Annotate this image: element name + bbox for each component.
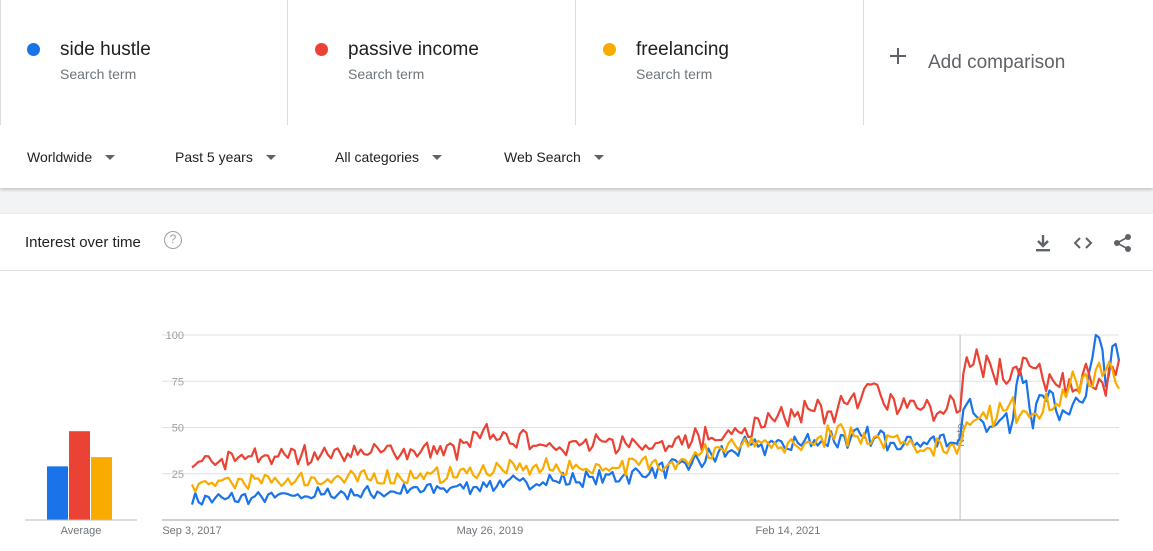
average-bar	[91, 457, 112, 520]
x-tick-label: Feb 14, 2021	[756, 525, 821, 537]
region-dropdown[interactable]: Worldwide	[27, 149, 116, 165]
series-line-passive-income	[191, 348, 1121, 471]
add-comparison-button[interactable]: Add comparison	[864, 0, 1153, 125]
help-icon[interactable]: ?	[164, 231, 182, 249]
y-tick-label: 25	[172, 469, 184, 481]
term-type: Search term	[636, 66, 713, 82]
term-name: side hustle	[60, 39, 151, 60]
embed-code-icon[interactable]	[1072, 232, 1094, 254]
term-card-passive-income[interactable]: passive income Search term	[288, 0, 576, 125]
term-type: Search term	[348, 66, 425, 82]
series-line-freelancing	[191, 360, 1120, 493]
category-label: All categories	[335, 149, 420, 165]
y-tick-label: 50	[172, 423, 184, 435]
add-comparison-label: Add comparison	[928, 52, 1066, 73]
caret-down-icon	[593, 154, 604, 160]
search-terms-bar: side hustle Search term passive income S…	[0, 0, 1153, 126]
series-dot-icon	[315, 43, 328, 56]
search-type-dropdown[interactable]: Web Search	[504, 149, 604, 165]
term-card-freelancing[interactable]: freelancing Search term	[576, 0, 864, 125]
search-type-label: Web Search	[504, 149, 581, 165]
interest-chart: 25 50 75 100 Sep 3, 2017 May 26, 2019 Feb 14, …	[25, 330, 1121, 537]
region-label: Worldwide	[27, 149, 93, 165]
interest-over-time-card: Interest over time ? 25 50 75 100 Sep 3, 201…	[0, 213, 1153, 551]
card-title: Interest over time	[25, 234, 141, 251]
average-bar	[47, 466, 68, 520]
plus-icon	[890, 48, 906, 64]
average-label: Average	[61, 525, 102, 537]
caret-down-icon	[265, 154, 276, 160]
caret-down-icon	[105, 154, 116, 160]
filter-bar: Worldwide Past 5 years All categories We…	[0, 125, 1153, 188]
y-tick-label: 75	[172, 376, 184, 388]
y-tick-label: 100	[166, 330, 184, 342]
category-dropdown[interactable]: All categories	[335, 149, 443, 165]
term-name: passive income	[348, 39, 479, 60]
term-card-side-hustle[interactable]: side hustle Search term	[0, 0, 288, 125]
card-header: Interest over time ?	[0, 214, 1153, 271]
x-tick-label: Sep 3, 2017	[162, 525, 221, 537]
series-dot-icon	[27, 43, 40, 56]
series-dot-icon	[603, 43, 616, 56]
caret-down-icon	[432, 154, 443, 160]
time-range-dropdown[interactable]: Past 5 years	[175, 149, 276, 165]
series-line-side-hustle	[190, 333, 1121, 506]
term-type: Search term	[60, 66, 137, 82]
term-name: freelancing	[636, 39, 729, 60]
share-icon[interactable]	[1112, 232, 1134, 254]
average-bar	[69, 431, 90, 520]
time-range-label: Past 5 years	[175, 149, 253, 165]
x-tick-label: May 26, 2019	[457, 525, 524, 537]
download-icon[interactable]	[1032, 232, 1054, 254]
